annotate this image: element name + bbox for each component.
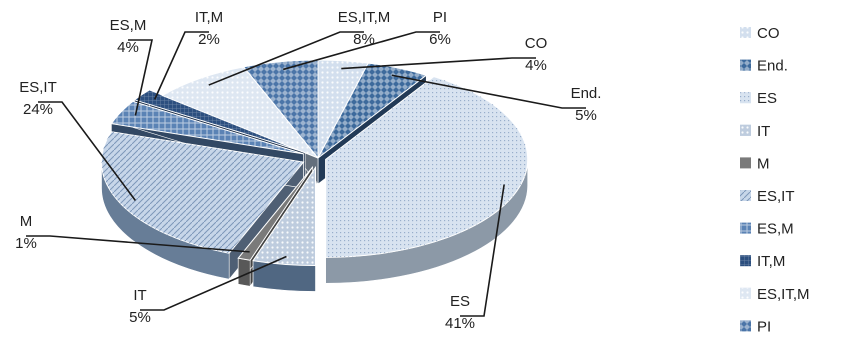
- legend-label-es-m: ES,M: [757, 221, 794, 238]
- leader-line-es: [460, 184, 505, 317]
- legend-label-end-: End.: [757, 58, 788, 75]
- legend-label-es: ES: [757, 90, 777, 107]
- legend-label-co: CO: [757, 25, 780, 42]
- leader-line-es-it: [38, 101, 137, 201]
- data-label-pi-value: 6%: [429, 31, 451, 48]
- data-label-es-it-value: 24%: [23, 101, 53, 118]
- legend-label-m: M: [757, 155, 770, 172]
- slice-pi-texture: [243, 60, 318, 158]
- leader-line-it-m: [153, 31, 209, 100]
- slice-it-texture: [253, 167, 316, 266]
- pie-tops: [101, 59, 529, 266]
- legend-swatch-texture-it-m: [740, 255, 751, 267]
- legend-swatch-texture-es: [740, 92, 751, 104]
- legend-swatch-m: [740, 157, 751, 169]
- legend-label-it: IT: [757, 123, 770, 140]
- data-label-es-it-m-value: 8%: [353, 31, 375, 48]
- slice-it-m-texture: [134, 89, 306, 153]
- leader-line-co: [341, 57, 536, 70]
- slice-m: [237, 166, 313, 261]
- data-label-it-category: IT: [133, 287, 146, 304]
- leader-lines: [26, 31, 586, 317]
- legend-swatch-texture-es-m: [740, 222, 751, 234]
- slice-es-m-texture: [111, 101, 304, 154]
- data-label-es-m-value: 4%: [117, 39, 139, 56]
- legend: CO End. ES IT M ES,IT ES,M IT,M ES,IT,M PI: [740, 25, 810, 335]
- leader-line-pi: [282, 31, 440, 71]
- data-label-co-value: 4%: [525, 57, 547, 74]
- data-label-m-value: 1%: [15, 235, 37, 252]
- leader-line-it: [140, 255, 287, 311]
- legend-label-es-it-m: ES,IT,M: [757, 286, 810, 303]
- legend-swatch-texture-end-: [740, 59, 751, 71]
- leader-line-es-it-m: [208, 31, 364, 86]
- leader-line-m: [26, 235, 250, 253]
- data-label-es-it-category: ES,IT: [19, 79, 57, 96]
- data-labels: CO 4% End. 5% ES 41% IT 5% M 1% ES,IT 24% ES,M 4% IT,M…: [15, 9, 601, 332]
- data-label-es-m-category: ES,M: [110, 17, 147, 34]
- data-label-it-m-category: IT,M: [195, 9, 223, 26]
- legend-swatch-texture-es-it: [740, 190, 751, 201]
- data-label-end--value: 5%: [575, 107, 597, 124]
- data-label-co-category: CO: [525, 35, 548, 52]
- data-label-m-category: M: [20, 213, 33, 230]
- legend-swatch-texture-es-it-m: [740, 287, 751, 299]
- legend-label-pi: PI: [757, 318, 771, 335]
- leader-line-end-: [391, 74, 586, 109]
- data-label-it-m-value: 2%: [198, 31, 220, 48]
- slice-es-texture: [325, 76, 528, 258]
- slice-es-it-m-texture: [162, 66, 318, 158]
- data-label-es-it-m-category: ES,IT,M: [338, 9, 391, 26]
- slice-side-m: [237, 257, 251, 287]
- legend-swatch-texture-it: [740, 124, 751, 136]
- legend-swatch-texture-co: [740, 27, 751, 38]
- data-label-end--category: End.: [571, 85, 602, 102]
- data-label-es-value: 41%: [445, 315, 475, 332]
- slice-es-it-texture: [101, 131, 304, 254]
- legend-label-es-it: ES,IT: [757, 188, 795, 205]
- data-label-it-value: 5%: [129, 309, 151, 326]
- slice-end--texture: [318, 63, 427, 158]
- legend-swatch-texture-pi: [740, 320, 751, 332]
- data-label-pi-category: PI: [433, 9, 447, 26]
- data-label-es-category: ES: [450, 293, 470, 310]
- leader-line-es-m: [128, 39, 153, 116]
- legend-label-it-m: IT,M: [757, 253, 785, 270]
